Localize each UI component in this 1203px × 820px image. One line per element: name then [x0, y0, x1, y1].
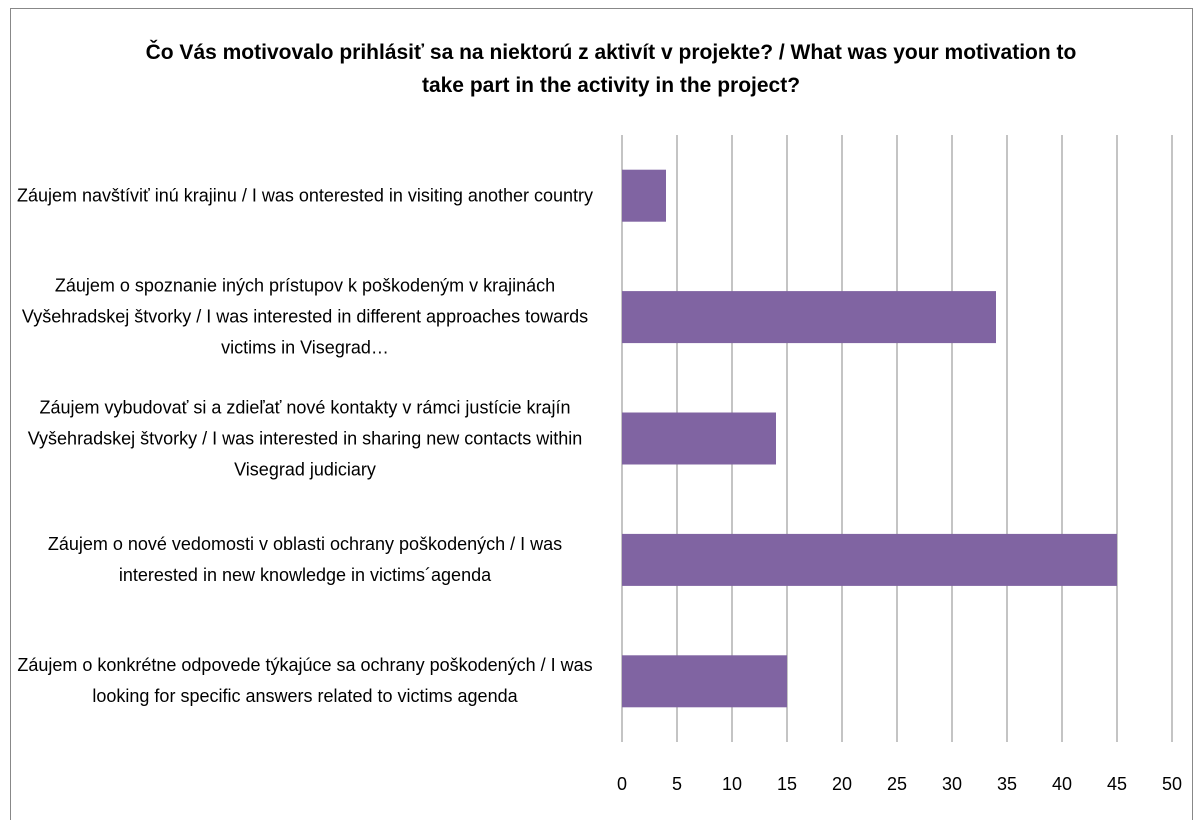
y-tick-label: Záujem o nové vedomosti v oblasti ochran… — [47, 533, 563, 585]
x-tick-label: 50 — [1162, 774, 1182, 794]
x-tick-label: 0 — [617, 774, 627, 794]
bar — [622, 533, 1117, 586]
x-tick-label: 40 — [1052, 774, 1072, 794]
x-tick-label: 30 — [942, 774, 962, 794]
bar — [622, 655, 787, 708]
bar — [622, 412, 776, 465]
x-tick-label: 10 — [722, 774, 742, 794]
x-tick-label: 5 — [672, 774, 682, 794]
bar — [622, 291, 996, 344]
chart-title: Čo Vás motivovalo prihlásiť sa na niekto… — [145, 41, 1077, 97]
x-tick-label: 35 — [997, 774, 1017, 794]
chart-border — [10, 8, 1193, 820]
y-tick-label: Záujem navštíviť inú krajinu / I was ont… — [16, 185, 594, 206]
y-tick-label: Záujem o konkrétne odpovede týkajúce sa … — [17, 655, 593, 707]
y-tick-label: Záujem vybudovať si a zdieľať nové konta… — [27, 397, 583, 479]
y-tick-label: Záujem o spoznanie iných prístupov k poš… — [21, 275, 589, 358]
bar — [622, 169, 666, 222]
x-tick-label: 25 — [887, 774, 907, 794]
x-tick-label: 15 — [777, 774, 797, 794]
x-tick-label: 20 — [832, 774, 852, 794]
x-tick-label: 45 — [1107, 774, 1127, 794]
